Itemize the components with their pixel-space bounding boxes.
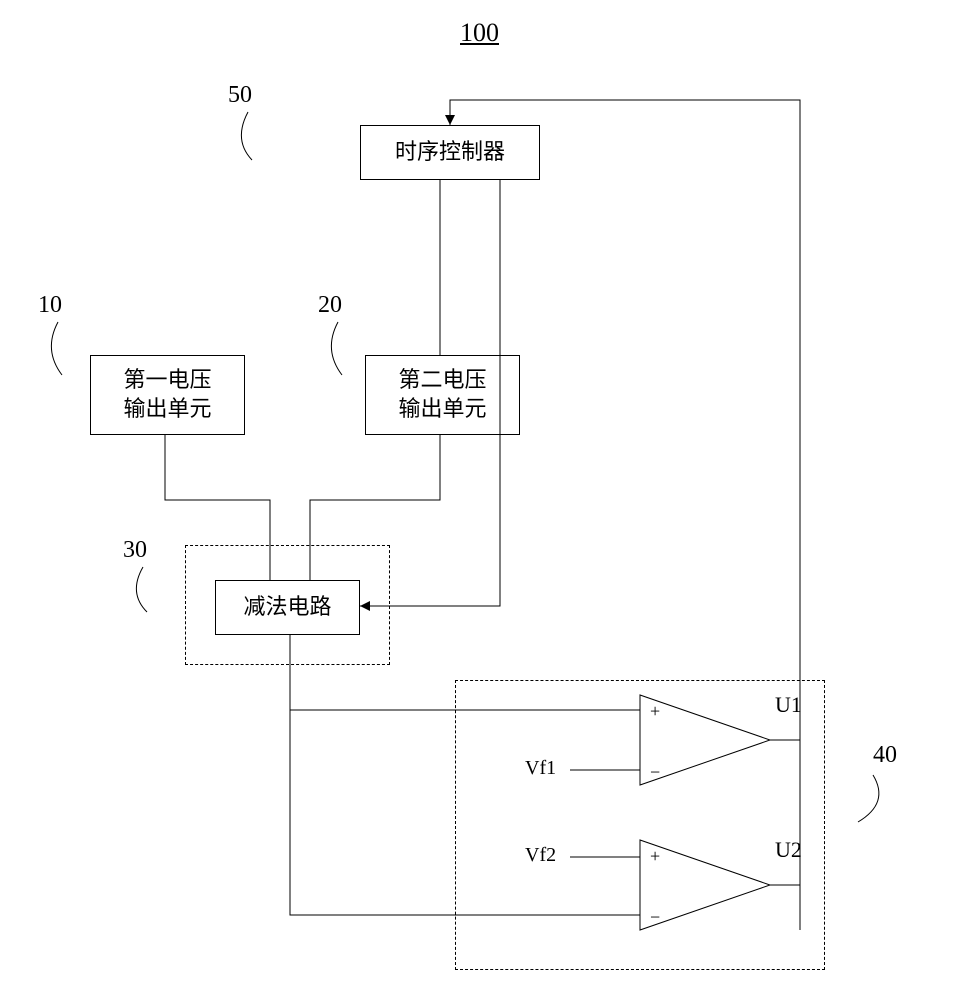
- svg-text:+: +: [650, 846, 660, 866]
- u2-label: U2: [775, 837, 802, 863]
- svg-text:−: −: [650, 762, 660, 782]
- vf1-label: Vf1: [525, 757, 556, 780]
- svg-text:−: −: [650, 907, 660, 927]
- u1-label: U1: [775, 692, 802, 718]
- svg-text:+: +: [650, 701, 660, 721]
- wiring-svg: + − + −: [0, 0, 959, 1000]
- diagram-canvas: 100 50 10 20 30 40 时序控制器 第一电压 输出单元 第二电压 …: [0, 0, 959, 1000]
- vf2-label: Vf2: [525, 844, 556, 867]
